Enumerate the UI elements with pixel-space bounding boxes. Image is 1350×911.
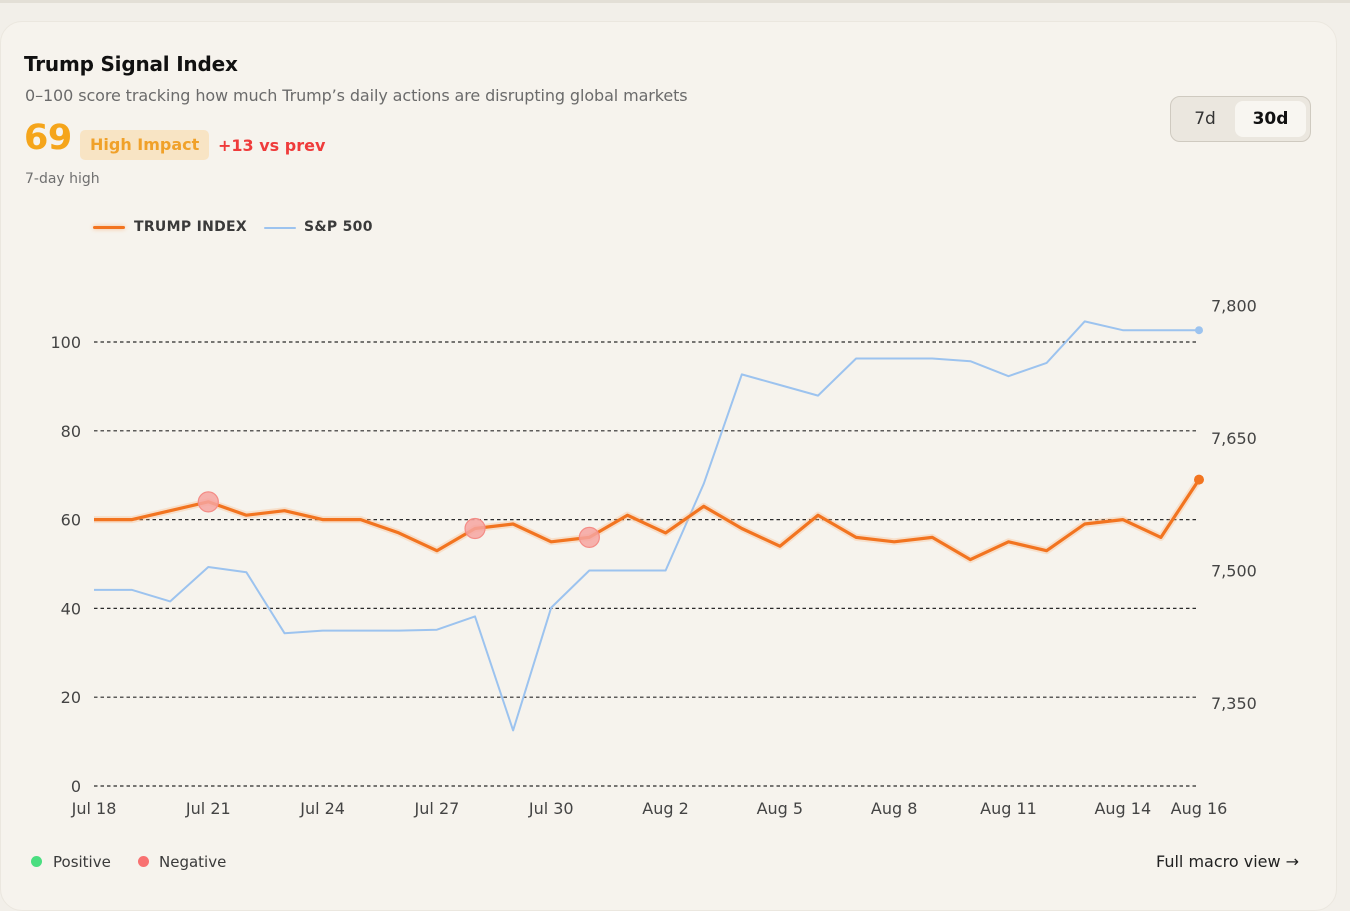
- trump-index-end-point: [1194, 474, 1204, 485]
- negative-event-marker: [464, 517, 486, 540]
- y-left-tick-label: 80: [61, 422, 81, 441]
- y-right-tick-label: 7,500: [1211, 562, 1257, 581]
- sp500-line: [94, 320, 1199, 732]
- x-tick-label: Aug 2: [642, 799, 689, 818]
- range-30d-button[interactable]: 30d: [1235, 101, 1306, 137]
- legend-sp500-label: S&P 500: [304, 219, 373, 235]
- x-tick-label: Aug 16: [1171, 799, 1228, 818]
- x-tick-label: Jul 18: [71, 799, 117, 818]
- positive-dot-icon: [31, 856, 42, 867]
- negative-dot-icon: [138, 856, 149, 867]
- x-tick-label: Jul 21: [185, 799, 231, 818]
- x-tick-label: Jul 27: [414, 799, 460, 818]
- y-left-tick-label: 20: [61, 688, 81, 707]
- negative-event-marker: [197, 491, 219, 513]
- top-divider: [0, 0, 1350, 3]
- score-note: 7-day high: [25, 171, 100, 187]
- x-tick-label: Jul 30: [528, 799, 574, 818]
- x-tick-label: Aug 8: [871, 799, 918, 818]
- range-7d-button[interactable]: 7d: [1194, 109, 1216, 129]
- y-left-tick-label: 100: [50, 333, 81, 352]
- y-left-tick-label: 0: [71, 777, 81, 796]
- y-right-tick-label: 7,350: [1211, 694, 1257, 713]
- x-tick-label: Aug 5: [757, 799, 804, 818]
- x-tick-label: Aug 14: [1094, 799, 1151, 818]
- card-title: Trump Signal Index: [24, 52, 238, 76]
- negative-event-marker: [578, 526, 600, 548]
- full-macro-view-link[interactable]: Full macro view →: [1156, 852, 1300, 871]
- x-tick-label: Aug 11: [980, 799, 1037, 818]
- score-value: 69: [24, 118, 72, 158]
- sp500-end-point: [1195, 326, 1203, 335]
- legend-trump-label: TRUMP INDEX: [134, 219, 247, 235]
- impact-badge: High Impact: [80, 130, 210, 160]
- trump-index-line: [94, 478, 1201, 562]
- legend-positive-label: Positive: [53, 853, 111, 871]
- y-left-tick-label: 60: [61, 511, 81, 530]
- y-right-tick-label: 7,650: [1211, 429, 1257, 448]
- index-card: [0, 21, 1337, 911]
- score-delta: +13 vs prev: [218, 136, 326, 155]
- y-left-tick-label: 40: [61, 599, 81, 618]
- legend-sp500-swatch: [264, 227, 296, 229]
- range-toggle: 7d 30d: [1170, 96, 1311, 142]
- legend-negative-label: Negative: [159, 853, 227, 871]
- y-right-tick-label: 7,800: [1211, 297, 1257, 316]
- card-subtitle: 0–100 score tracking how much Trump’s da…: [25, 86, 688, 105]
- x-tick-label: Jul 24: [299, 799, 345, 818]
- legend-trump-swatch: [93, 226, 125, 229]
